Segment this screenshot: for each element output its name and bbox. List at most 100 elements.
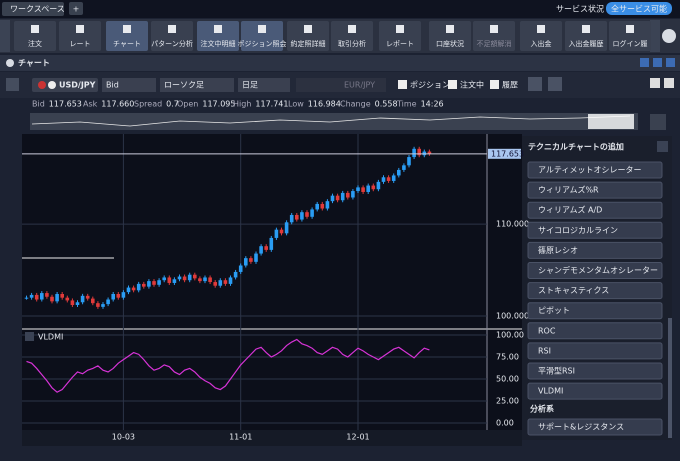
- candle: [264, 246, 268, 250]
- tab[interactable]: [2, 2, 64, 16]
- candle: [172, 279, 177, 283]
- toolbar-icon: [537, 25, 545, 33]
- panel-item[interactable]: [527, 302, 663, 320]
- candle: [40, 293, 44, 300]
- panel-item[interactable]: [527, 322, 663, 340]
- candle: [75, 302, 80, 306]
- settings[interactable]: [650, 78, 660, 88]
- candle: [402, 165, 406, 170]
- toolbar-label: 注文中明細: [201, 39, 236, 48]
- toolbar-button[interactable]: [379, 21, 421, 51]
- toolbar-button[interactable]: [520, 21, 562, 51]
- period-select[interactable]: [238, 78, 290, 92]
- toolbar-button[interactable]: [14, 21, 56, 51]
- candle: [50, 296, 54, 302]
- zoom[interactable]: [650, 114, 666, 130]
- quote-label: Low: [288, 100, 304, 109]
- toolbar-button[interactable]: [287, 21, 329, 51]
- panel-item[interactable]: [527, 221, 663, 239]
- minimize[interactable]: [640, 58, 649, 67]
- compare-select[interactable]: [296, 78, 386, 92]
- checkbox[interactable]: [490, 80, 499, 89]
- y-tick-label: 25.00: [496, 396, 519, 405]
- window-title-bar: [0, 55, 680, 71]
- toolbar-button[interactable]: [609, 21, 651, 51]
- scrollbar[interactable]: [668, 318, 672, 438]
- candle: [131, 287, 136, 291]
- toolbar-label: レポート: [386, 40, 414, 48]
- navigator-window[interactable]: [588, 114, 634, 129]
- y-tick-label: 75.00: [496, 353, 519, 362]
- close[interactable]: [666, 58, 675, 67]
- price-type-select[interactable]: [102, 78, 156, 92]
- panel-item[interactable]: [527, 181, 663, 199]
- toolbar-icon: [168, 25, 176, 33]
- toolbar-icon: [31, 25, 39, 33]
- toolbar-button[interactable]: [151, 21, 193, 51]
- candle: [330, 195, 335, 202]
- toolbar-button[interactable]: [197, 21, 239, 51]
- status-pill: [606, 2, 672, 15]
- candle: [162, 277, 166, 281]
- toolbar-icon: [348, 25, 356, 33]
- symbol-select[interactable]: [32, 78, 98, 92]
- toolbar-button[interactable]: [473, 21, 515, 51]
- candle: [427, 151, 432, 154]
- restore[interactable]: [653, 58, 662, 67]
- candle: [386, 177, 391, 181]
- toolbar-button[interactable]: [59, 21, 101, 51]
- toolbar-button[interactable]: [429, 21, 471, 51]
- panel-item[interactable]: [527, 382, 663, 400]
- quote-label: High: [233, 100, 251, 109]
- scroll-left[interactable]: [0, 20, 10, 52]
- panel-item-label: アルティメットオシレーター: [538, 166, 641, 175]
- panel-item[interactable]: [527, 201, 663, 219]
- toolbar-icon: [446, 25, 454, 33]
- toolbar-button[interactable]: [331, 21, 373, 51]
- toolbar-label: 約定照詳細: [291, 39, 326, 48]
- toolbar-button[interactable]: [106, 21, 148, 51]
- candle: [315, 203, 319, 210]
- panel-item[interactable]: [527, 161, 663, 179]
- checkbox-label: 注文中: [460, 80, 484, 90]
- candle: [29, 294, 34, 298]
- toolbar-icon: [214, 25, 222, 33]
- candle: [101, 304, 105, 307]
- x-tick-label: 12-01: [346, 433, 369, 442]
- panel-item[interactable]: [527, 262, 663, 279]
- toolbar-icon: [258, 25, 266, 33]
- quote-label: Time: [396, 100, 417, 109]
- candle: [340, 192, 345, 201]
- candle: [80, 295, 85, 303]
- tool-button[interactable]: [528, 77, 542, 91]
- add-tab[interactable]: [69, 2, 83, 15]
- panel-close[interactable]: [657, 141, 668, 152]
- panel-item[interactable]: [527, 418, 663, 436]
- settings-icon[interactable]: [662, 29, 676, 43]
- candle: [417, 148, 421, 156]
- checkbox-label: ポジション: [410, 81, 450, 90]
- candle: [305, 212, 309, 217]
- tool-button[interactable]: [548, 77, 562, 91]
- indicator-close[interactable]: [25, 332, 34, 341]
- toolbar-button[interactable]: [241, 21, 283, 51]
- panel-item[interactable]: [527, 342, 663, 360]
- last-price: 117.653: [491, 149, 524, 158]
- checkbox[interactable]: [398, 80, 407, 89]
- candle: [325, 201, 330, 209]
- checkbox[interactable]: [448, 80, 457, 89]
- popout[interactable]: [664, 78, 674, 88]
- scroll-right[interactable]: [650, 20, 660, 52]
- tool-column: [0, 100, 20, 440]
- toolbar-button[interactable]: [565, 21, 607, 51]
- last-price-box: [488, 148, 521, 159]
- chart-type-select[interactable]: [160, 78, 234, 92]
- candle: [152, 281, 156, 285]
- panel-item[interactable]: [527, 282, 663, 300]
- symbol: USD/JPY: [59, 81, 96, 90]
- panel-item[interactable]: [527, 241, 663, 259]
- panel-item[interactable]: [527, 362, 663, 380]
- candle: [55, 293, 59, 302]
- quote-value: 117.653: [49, 100, 82, 109]
- add-chart[interactable]: [6, 78, 19, 91]
